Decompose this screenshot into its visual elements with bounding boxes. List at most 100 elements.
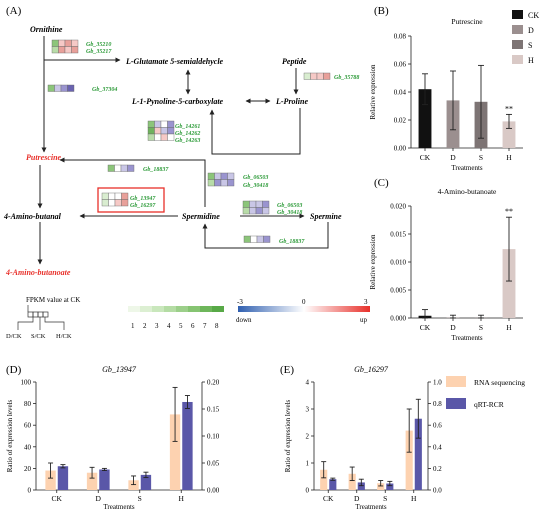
x-axis-label: Treatments — [451, 334, 483, 342]
heatmap-cell — [207, 179, 215, 187]
node-ornithine: Ornithine — [30, 25, 63, 34]
x-axis-label: Treatments — [451, 164, 483, 172]
bar-qrtpcr — [329, 479, 337, 490]
heatmap-cell — [160, 127, 168, 135]
highlight-box — [97, 187, 165, 213]
heatmap-cell — [154, 133, 162, 141]
bar-qrtpcr — [99, 469, 110, 490]
y-tick-label: 0.020 — [390, 203, 406, 211]
y-tick-label: 0.08 — [394, 33, 407, 41]
y-tick-label-right: 1.0 — [433, 379, 442, 387]
node-aminobutanoate: 4-Amino-butanoate — [5, 268, 71, 277]
heatmap-cell — [256, 235, 264, 243]
y-tick-label-right: 0.8 — [433, 400, 442, 408]
x-tick-label: H — [506, 153, 512, 162]
bar-qrtpcr — [386, 483, 394, 490]
y-tick-label-right: 0.10 — [207, 433, 220, 441]
fpkm-scale-number: 5 — [179, 322, 183, 330]
y-tick-label: 0.06 — [394, 61, 407, 69]
heatmap-cell — [242, 200, 250, 208]
bar-H — [502, 121, 516, 148]
fpkm-scale-number: 7 — [203, 322, 207, 330]
gene-label-gb30418-top: Gb_30418 — [243, 183, 268, 189]
legend-swatch — [446, 376, 466, 387]
gene-label-gb16297: Gb_16297 — [130, 203, 156, 209]
y-tick-label-right: 0.05 — [207, 460, 220, 468]
heatmap-cell — [64, 39, 72, 47]
gene-label-gb18837-top: Gb_18837 — [143, 167, 169, 173]
chart-B: Putrescine 0.00 0.02 0.04 0.06 0.08 Relative e… — [369, 10, 539, 172]
bar-qrtpcr — [414, 418, 422, 490]
heatmap-cell — [51, 39, 59, 47]
legend-label: qRT-RCR — [474, 400, 504, 409]
legend-swatch — [512, 10, 523, 19]
heatmap-cell — [255, 207, 263, 215]
bar-H — [502, 249, 516, 318]
legend-label: RNA sequencing — [474, 378, 525, 387]
heatmap-cell — [160, 133, 168, 141]
node-spermidine: Spermidine — [182, 212, 220, 221]
gene-label-gb37304: Gb_37304 — [92, 87, 117, 93]
y-axis-label: Relative expression — [369, 234, 377, 290]
gene-label-gb06503-top: Gb_06503 — [243, 175, 268, 181]
bar-rnaseq — [348, 473, 356, 490]
fpkm-scale-number: 4 — [167, 322, 171, 330]
heatmap-cell — [160, 120, 168, 128]
panel-b-label: (B) — [374, 5, 389, 17]
heatmap-block — [207, 172, 235, 187]
y-tick-label-left: 60 — [24, 422, 32, 430]
heatmap-cell — [227, 179, 235, 187]
gene-label-gb14262: Gb_14262 — [175, 131, 200, 137]
heatmap-cell — [323, 72, 331, 80]
gene-heatmaps — [47, 39, 331, 243]
y-axis-label: Relative expression — [369, 64, 377, 120]
x-tick-label: H — [411, 494, 417, 503]
y-tick-label-right: 0.4 — [433, 443, 442, 451]
gene-label-gb35210: Gb_35210 — [86, 42, 111, 48]
heatmap-cell — [64, 46, 72, 54]
scale-down-label: down — [236, 316, 252, 324]
heatmap-cell — [214, 179, 222, 187]
heatmap-cell — [207, 172, 215, 180]
heatmap-cell — [242, 207, 250, 215]
panel-a-label: (A) — [6, 5, 22, 17]
heatmap-cell — [262, 200, 270, 208]
scale-mid: 0 — [302, 298, 306, 306]
heatmap-block — [51, 39, 79, 54]
heatmap-block — [107, 164, 135, 172]
heatmap-cell — [121, 192, 129, 200]
heatmap-cell — [127, 164, 135, 172]
x-tick-label: CK — [52, 494, 63, 503]
x-tick-label: S — [138, 494, 142, 503]
heatmap-block — [303, 72, 331, 80]
heatmap-cell — [108, 199, 116, 207]
heatmap-cell — [47, 84, 55, 92]
heatmap-cell — [147, 120, 155, 128]
y-tick-label-left: 0 — [28, 487, 32, 495]
significance-mark: ** — [505, 104, 513, 113]
x-tick-label: S — [383, 494, 387, 503]
bar-rnaseq — [86, 472, 98, 490]
heatmap-cell — [101, 199, 109, 207]
fpkm-scale-swatch — [152, 306, 164, 312]
bar-CK — [418, 89, 432, 148]
heatmap-cell — [316, 72, 324, 80]
legend-swatch — [512, 55, 523, 64]
fpkm-legend-label: FPKM value at CK — [26, 296, 80, 304]
y-tick-label: 0.00 — [394, 145, 407, 153]
x-tick-label: D — [96, 494, 102, 503]
legend-label: CK — [528, 11, 539, 20]
chart-title: Gb_16297 — [354, 365, 389, 374]
x-tick-label: CK — [420, 323, 431, 332]
y-tick-label-left: 3 — [306, 406, 310, 414]
heatmap-block — [101, 192, 129, 207]
node-pyrroline-carboxylate: L-1-Pynoline-5-carboxylate — [131, 97, 224, 106]
fpkm-scale-swatch — [200, 306, 212, 312]
heatmap-cell — [108, 192, 116, 200]
arrow-spermine-spermidine — [202, 222, 329, 249]
fpkm-scale-number: 6 — [191, 322, 195, 330]
gene-label-gb30418-bottom: Gb_30418 — [277, 210, 302, 216]
y-tick-label-left: 1 — [306, 460, 310, 468]
